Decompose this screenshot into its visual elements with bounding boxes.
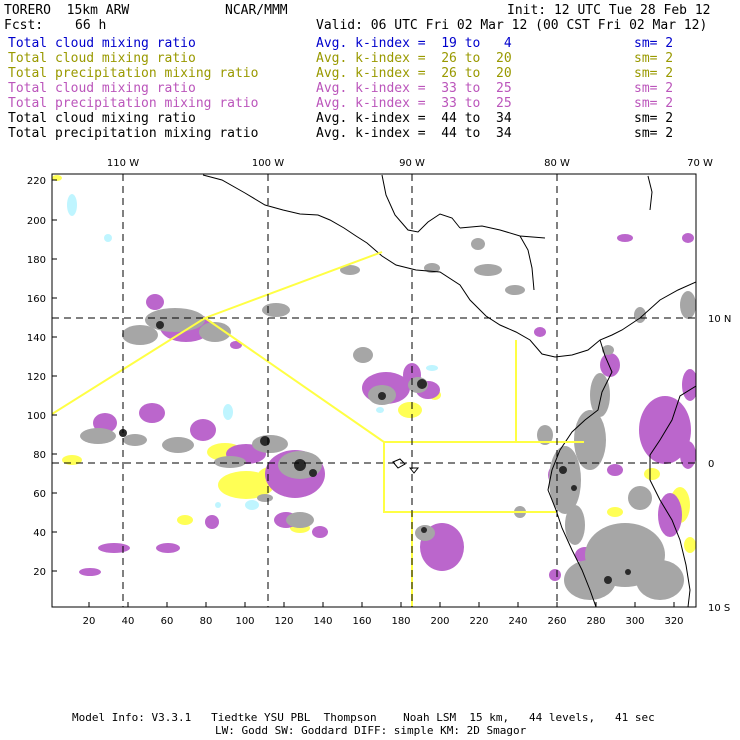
y-tick-label: 160 xyxy=(27,294,46,305)
legend-stat-2: Avg. k-index = 26 to 20 xyxy=(316,51,512,66)
legend-stat-7: Avg. k-index = 44 to 34 xyxy=(316,126,512,141)
legend-sm-3: sm= 2 xyxy=(634,66,674,81)
x-tick-label: 180 xyxy=(391,616,410,627)
lat-label: 10 S xyxy=(708,603,730,614)
legend-stat-5: Avg. k-index = 33 to 25 xyxy=(316,96,512,111)
lon-label: 90 W xyxy=(399,158,425,169)
plot-frame xyxy=(51,173,697,608)
bottom-axis-labels: 20 40 60 80 100 120 140 160 180 200 220 … xyxy=(83,616,684,627)
x-tick-label: 80 xyxy=(200,616,213,627)
forecast-hours: 66 h xyxy=(75,18,107,33)
legend-field-7: Total precipitation mixing ratio xyxy=(8,126,259,141)
model-name: TORERO 15km ARW xyxy=(4,3,130,18)
right-latitude-labels: 10 N 0 10 S xyxy=(708,314,731,614)
y-tick-label: 100 xyxy=(27,411,46,422)
x-tick-label: 260 xyxy=(547,616,566,627)
lon-label: 70 W xyxy=(687,158,713,169)
organization: NCAR/MMM xyxy=(225,3,288,18)
model-info: Model Info: V3.3.1 Tiedtke YSU PBL Thomp… xyxy=(72,711,655,724)
y-tick-label: 140 xyxy=(27,333,46,344)
lon-label: 100 W xyxy=(252,158,284,169)
legend-sm-1: sm= 2 xyxy=(634,36,674,51)
x-tick-label: 40 xyxy=(122,616,135,627)
top-longitude-labels: 110 W 100 W 90 W 80 W 70 W xyxy=(107,158,713,169)
gray-cloud-layer xyxy=(80,238,696,600)
valid-time: Valid: 06 UTC Fri 02 Mar 12 (00 CST Fri … xyxy=(316,18,708,33)
x-tick-label: 280 xyxy=(586,616,605,627)
cyan-cloud-layer xyxy=(67,194,438,510)
y-tick-label: 180 xyxy=(27,255,46,266)
y-tick-label: 220 xyxy=(27,176,46,187)
x-tick-label: 140 xyxy=(313,616,332,627)
lat-label: 0 xyxy=(708,459,714,470)
legend-field-3: Total precipitation mixing ratio xyxy=(8,66,259,81)
x-tick-label: 20 xyxy=(83,616,96,627)
legend-field-2: Total cloud mixing ratio xyxy=(8,51,196,66)
legend-stat-1: Avg. k-index = 19 to 4 xyxy=(316,36,512,51)
x-tick-label: 100 xyxy=(235,616,254,627)
lon-label: 80 W xyxy=(544,158,570,169)
y-tick-label: 200 xyxy=(27,216,46,227)
yellow-cloud-layer xyxy=(52,175,696,553)
map-plot-area xyxy=(52,174,696,607)
dark-core-layer xyxy=(119,321,631,584)
x-tick-label: 220 xyxy=(469,616,488,627)
x-tick-label: 300 xyxy=(625,616,644,627)
left-axis-labels: 220 200 180 160 140 120 100 80 60 40 20 xyxy=(27,176,46,578)
x-tick-label: 120 xyxy=(274,616,293,627)
y-tick-label: 20 xyxy=(33,567,46,578)
x-tick-label: 60 xyxy=(161,616,174,627)
legend-sm-5: sm= 2 xyxy=(634,96,674,111)
bottom-tick-marks xyxy=(88,602,675,607)
legend-stat-4: Avg. k-index = 33 to 25 xyxy=(316,81,512,96)
legend-sm-2: sm= 2 xyxy=(634,51,674,66)
legend-sm-7: sm= 2 xyxy=(634,126,674,141)
y-tick-label: 40 xyxy=(33,528,46,539)
y-tick-label: 120 xyxy=(27,372,46,383)
lat-label: 10 N xyxy=(708,314,731,325)
legend-sm-6: sm= 2 xyxy=(634,111,674,126)
domain-boundaries xyxy=(52,251,584,607)
legend-sm-4: sm= 2 xyxy=(634,81,674,96)
forecast-label: Fcst: xyxy=(4,18,44,33)
lat-lon-grid xyxy=(52,174,696,607)
legend-stat-3: Avg. k-index = 26 to 20 xyxy=(316,66,512,81)
left-tick-marks xyxy=(52,179,57,572)
legend-field-5: Total precipitation mixing ratio xyxy=(8,96,259,111)
legend-field-6: Total cloud mixing ratio xyxy=(8,111,196,126)
legend-stat-6: Avg. k-index = 44 to 34 xyxy=(316,111,512,126)
lon-label: 110 W xyxy=(107,158,139,169)
x-tick-label: 200 xyxy=(430,616,449,627)
model-physics: LW: Godd SW: Goddard DIFF: simple KM: 2D… xyxy=(215,724,527,737)
init-time: Init: 12 UTC Tue 28 Feb 12 xyxy=(507,3,711,18)
x-tick-label: 320 xyxy=(664,616,683,627)
y-tick-label: 60 xyxy=(33,489,46,500)
y-tick-label: 80 xyxy=(33,450,46,461)
legend-field-4: Total cloud mixing ratio xyxy=(8,81,196,96)
legend-field-1: Total cloud mixing ratio xyxy=(8,36,196,51)
coastlines xyxy=(202,174,696,607)
x-tick-label: 160 xyxy=(352,616,371,627)
x-tick-label: 240 xyxy=(508,616,527,627)
